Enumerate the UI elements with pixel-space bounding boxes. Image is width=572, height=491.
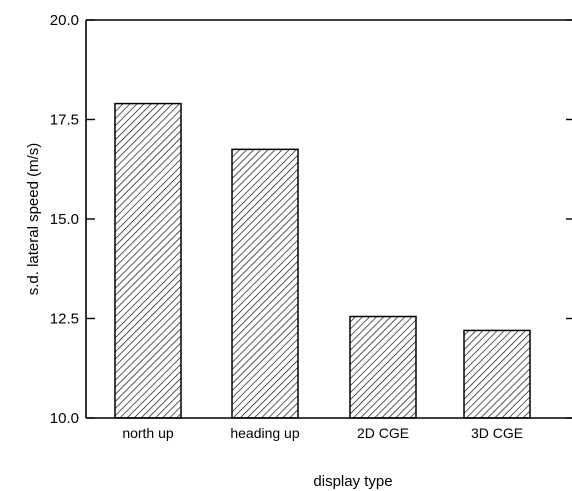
bar bbox=[463, 329, 531, 419]
bar bbox=[114, 102, 182, 419]
x-tick-label: north up bbox=[122, 425, 174, 441]
y-tick-label: 20.0 bbox=[50, 12, 79, 29]
x-axis-tick-labels: north up heading up 2D CGE 3D CGE bbox=[122, 425, 523, 441]
y-tick-label: 10.0 bbox=[50, 410, 79, 427]
y-tick-label: 12.5 bbox=[50, 311, 79, 328]
x-tick-label: heading up bbox=[230, 425, 300, 441]
y-tick-label: 17.5 bbox=[50, 112, 79, 129]
y-axis-ticks: 10.0 12.5 15.0 17.5 20.0 bbox=[50, 12, 572, 427]
x-tick-label: 2D CGE bbox=[357, 425, 409, 441]
bar bbox=[349, 315, 417, 419]
bars bbox=[114, 102, 531, 419]
bar bbox=[231, 148, 299, 419]
y-tick-label: 15.0 bbox=[50, 211, 79, 228]
y-axis-title: s.d. lateral speed (m/s) bbox=[25, 143, 42, 296]
x-axis-title: display type bbox=[313, 473, 392, 490]
x-tick-label: 3D CGE bbox=[471, 425, 523, 441]
